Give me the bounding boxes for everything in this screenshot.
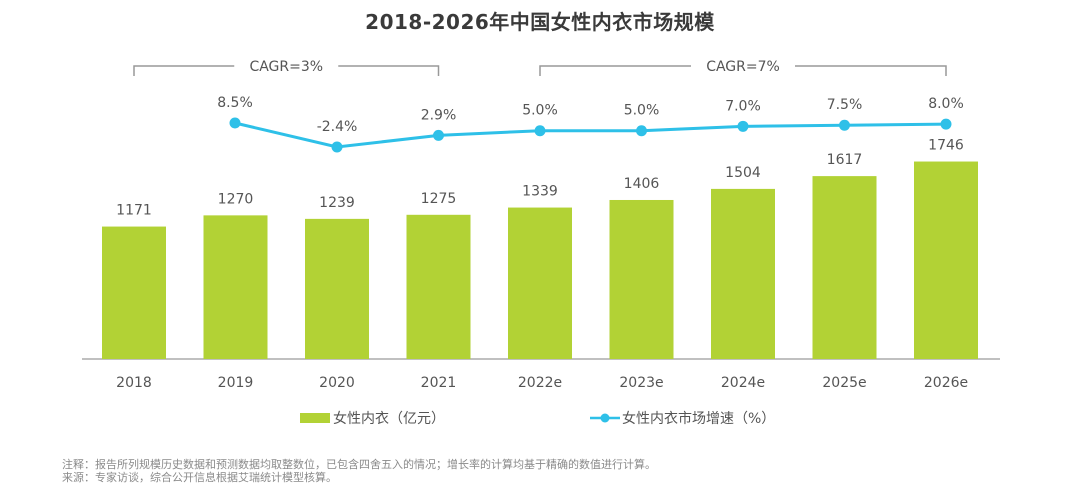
footnote-note: 注释：报告所列规模历史数据和预测数据均取整数位，已包含四舍五入的情况；增长率的计… [62, 458, 656, 471]
cagr-bracket [795, 65, 947, 76]
x-tick-label: 2023e [619, 375, 663, 391]
bar [406, 214, 471, 359]
bar [711, 188, 775, 359]
bar-value-label: 1270 [218, 191, 254, 207]
x-tick-label: 2018 [116, 375, 152, 391]
chart: 1171 2018 1270 2019 1239 2020 1275 2021 1339 2022… [82, 59, 1000, 427]
cagr-bracket [539, 65, 691, 76]
growth-line [234, 121, 947, 149]
growth-point [534, 125, 546, 137]
cagr-bracket [338, 65, 440, 76]
legend-bar-swatch [300, 413, 330, 423]
bar-value-label: 1746 [928, 138, 964, 154]
growth-point [737, 120, 749, 132]
bar-value-label: 1406 [624, 176, 660, 192]
growth-value-label: 8.0% [928, 96, 964, 112]
bar-value-label: 1171 [116, 203, 152, 219]
legend-line-label: 女性内衣市场增速（%） [622, 410, 775, 427]
bar [305, 218, 369, 359]
bar-value-label: 1275 [421, 191, 457, 207]
bar [914, 161, 978, 359]
cagr-label: CAGR=3% [249, 59, 323, 75]
cagr-bracket [133, 65, 235, 76]
growth-point [229, 117, 241, 129]
chart-title: 2018-2026年中国女性内衣市场规模 [365, 10, 715, 34]
growth-value-label: -2.4% [317, 119, 358, 135]
growth-point [433, 129, 444, 141]
bar-value-label: 1504 [725, 165, 761, 181]
growth-point [839, 119, 850, 131]
growth-value-label: 8.5% [217, 95, 253, 111]
bar [609, 199, 674, 359]
bar-value-label: 1339 [522, 184, 558, 200]
bar [203, 215, 268, 359]
x-tick-label: 2026e [924, 375, 968, 391]
growth-value-label: 2.9% [421, 107, 457, 123]
growth-point [636, 125, 647, 137]
footnote-source: 来源：专家访谈，综合公开信息根据艾瑞统计模型核算。 [62, 471, 337, 484]
x-tick-label: 2021 [421, 375, 457, 391]
growth-point [940, 118, 952, 130]
legend-bar-label: 女性内衣（亿元） [333, 410, 445, 427]
growth-point [331, 141, 343, 153]
x-tick-label: 2019 [218, 375, 254, 391]
x-tick-label: 2022e [518, 375, 562, 391]
growth-value-label: 5.0% [624, 103, 660, 119]
bar [102, 226, 166, 359]
x-tick-label: 2025e [822, 375, 866, 391]
cagr-label: CAGR=7% [706, 59, 780, 75]
bar [812, 176, 877, 359]
x-tick-label: 2020 [319, 375, 355, 391]
growth-value-label: 7.5% [827, 97, 863, 113]
bar [508, 207, 572, 359]
bar-value-label: 1239 [319, 195, 355, 211]
x-tick-label: 2024e [721, 375, 765, 391]
growth-value-label: 5.0% [522, 103, 558, 119]
bar-value-label: 1617 [827, 152, 863, 168]
growth-value-label: 7.0% [725, 98, 761, 114]
legend-line-marker [600, 413, 610, 423]
